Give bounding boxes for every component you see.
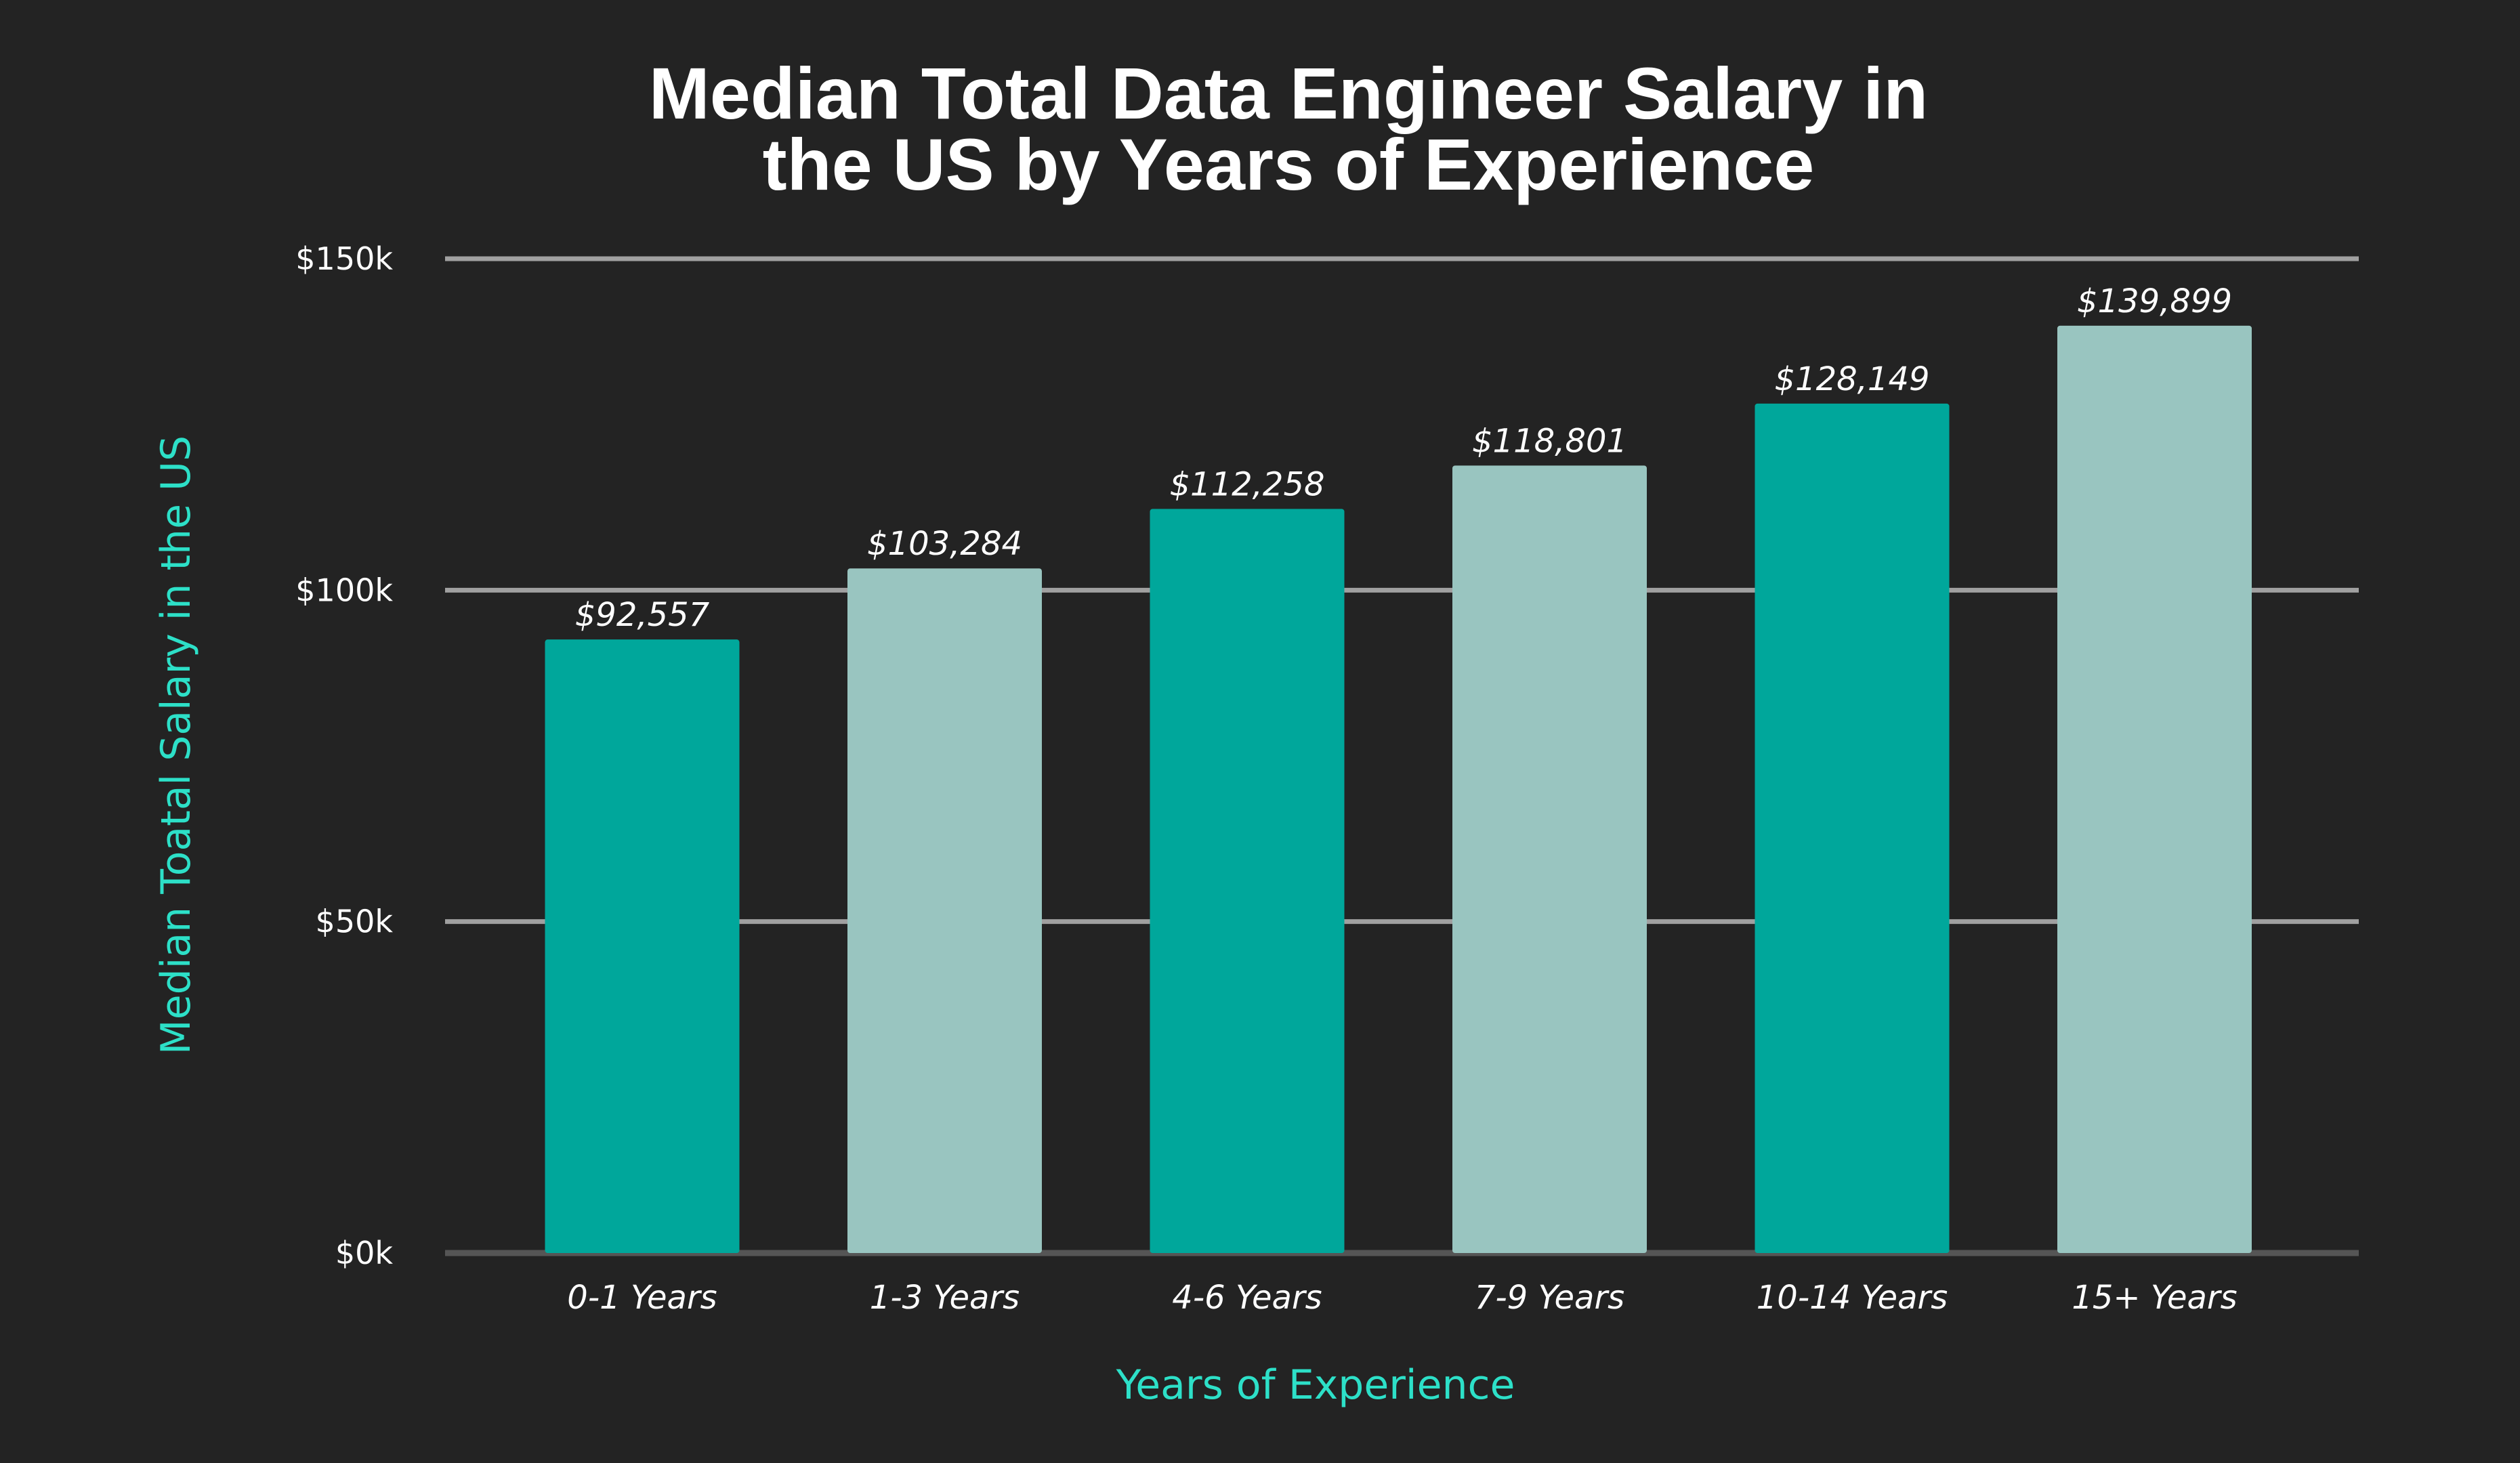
bars [545,325,2252,1254]
bar [2057,325,2252,1254]
data-label: $139,899 [2077,282,2232,320]
data-label: $112,258 [1169,465,1324,503]
bar [1755,403,1950,1254]
y-axis-title: Median Toatal Salary in the US [152,436,200,1055]
x-axis-title: Years of Experience [1116,1361,1515,1409]
x-tick-label: 15+ Years [2072,1279,2237,1317]
data-label: $92,557 [575,596,710,634]
data-label: $103,284 [867,525,1022,563]
data-label: $128,149 [1774,360,1929,398]
x-tick-label: 4-6 Years [1172,1279,1322,1317]
x-tick-label: 0-1 Years [567,1279,717,1317]
y-tick-label: $150k [295,240,393,277]
chart-title-line-1: Median Total Data Engineer Salary in [649,52,1928,134]
y-tick-label: $100k [295,572,393,608]
bar [545,639,740,1253]
chart-title-line-2: the US by Years of Experience [763,123,1815,205]
y-tick-label: $0k [335,1235,394,1271]
labels: $92,557 0-1 Years $103,284 1-3 Years $112,25… [567,282,2237,1317]
x-tick-label: 7-9 Years [1475,1279,1624,1317]
bar [847,568,1042,1253]
gridlines: $0k $50k $100k $150k [295,240,2359,1271]
bar [1150,509,1345,1253]
x-tick-label: 1-3 Years [870,1279,1020,1317]
y-tick-label: $50k [316,904,394,940]
bar [1452,465,1647,1253]
data-label: $118,801 [1472,422,1627,460]
x-tick-label: 10-14 Years [1757,1279,1948,1317]
